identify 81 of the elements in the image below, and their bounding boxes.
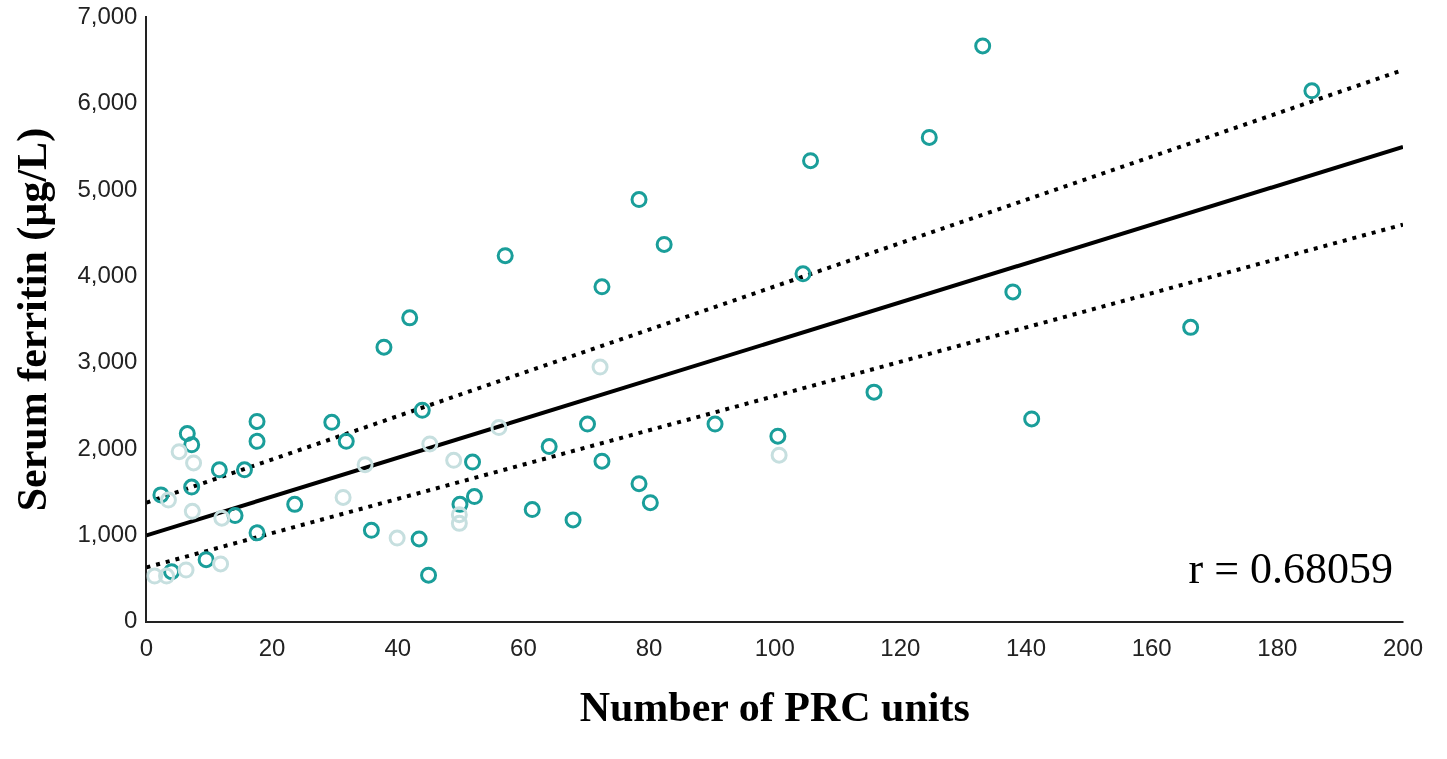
point — [794, 265, 812, 283]
x-tick-label: 140 — [1006, 633, 1047, 661]
point — [177, 561, 195, 579]
point — [183, 478, 201, 496]
y-tick-label: 1,000 — [77, 520, 138, 548]
point — [197, 551, 215, 569]
point — [641, 494, 659, 512]
point — [1004, 283, 1022, 301]
point — [865, 383, 883, 401]
point — [496, 247, 514, 265]
point — [465, 488, 483, 506]
x-tick-label: 200 — [1382, 633, 1424, 661]
y-tick-label: 6,000 — [77, 88, 138, 116]
point — [158, 567, 176, 585]
point — [413, 401, 431, 419]
point — [769, 427, 787, 445]
point — [920, 128, 938, 146]
point — [490, 419, 508, 437]
point — [579, 415, 597, 433]
point — [593, 452, 611, 470]
x-tick-label: 80 — [635, 633, 663, 661]
x-tick-label: 40 — [384, 633, 412, 661]
point — [450, 514, 468, 532]
point — [1303, 82, 1321, 100]
point — [334, 488, 352, 506]
point — [388, 529, 406, 547]
y-tick-label: 7,000 — [77, 2, 138, 30]
y-tick-label: 5,000 — [77, 174, 138, 202]
point — [213, 509, 231, 527]
point — [630, 191, 648, 209]
point — [170, 443, 188, 461]
point — [706, 415, 724, 433]
point — [564, 511, 582, 529]
x-tick-label: 100 — [754, 633, 795, 661]
point — [248, 432, 266, 450]
point — [146, 567, 164, 585]
point — [802, 152, 820, 170]
point — [974, 37, 992, 55]
point — [159, 491, 177, 509]
y-tick-label: 4,000 — [77, 261, 138, 289]
x-tick-label: 60 — [510, 633, 537, 661]
point — [464, 453, 482, 471]
x-tick-label: 120 — [880, 633, 921, 661]
point — [401, 309, 419, 327]
x-tick-label: 160 — [1131, 633, 1172, 661]
point — [630, 475, 648, 493]
point — [235, 461, 253, 479]
point — [286, 495, 304, 513]
point — [356, 456, 374, 474]
x-tick-label: 180 — [1257, 633, 1298, 661]
point — [212, 555, 230, 573]
point — [1023, 410, 1041, 428]
point — [337, 432, 355, 450]
point — [593, 278, 611, 296]
y-tick-label: 3,000 — [77, 347, 138, 375]
x-tick-label: 20 — [258, 633, 286, 661]
point — [655, 235, 673, 253]
point — [362, 521, 380, 539]
point — [410, 530, 428, 548]
point — [323, 413, 341, 431]
point — [1182, 318, 1200, 336]
y-tick-label: 0 — [124, 606, 138, 634]
x-axis-title: Number of PRC units — [579, 683, 970, 730]
point — [591, 358, 609, 376]
point — [183, 502, 201, 520]
point — [421, 435, 439, 453]
point — [375, 338, 393, 356]
point — [210, 461, 228, 479]
point — [770, 446, 788, 464]
point — [540, 438, 558, 456]
annotation: r = 0.68059 — [1188, 544, 1393, 594]
y-tick-label: 2,000 — [77, 433, 138, 461]
point — [248, 412, 266, 430]
y-axis-title: Serum ferritin (µg/L) — [9, 127, 57, 512]
point — [450, 506, 468, 524]
point — [420, 566, 438, 584]
point — [185, 454, 203, 472]
point — [248, 524, 266, 542]
point — [523, 501, 541, 519]
point — [445, 451, 463, 469]
point — [178, 425, 196, 443]
